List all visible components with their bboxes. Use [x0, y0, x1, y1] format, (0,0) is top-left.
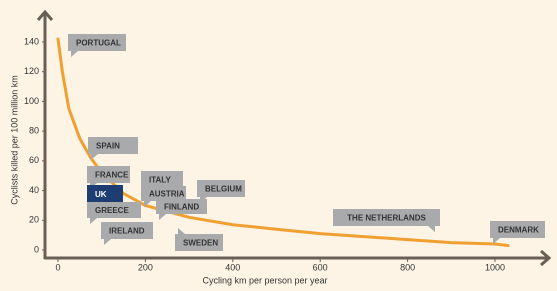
x-tick-label: 200 — [138, 262, 153, 272]
callout-box — [87, 166, 130, 183]
x-tick-label: 400 — [225, 262, 240, 272]
country-label: FRANCE — [95, 171, 129, 180]
country-label: ITALY — [149, 176, 171, 185]
callout-tail — [90, 218, 97, 224]
y-tick-label: 60 — [29, 155, 39, 165]
y-tick-label: 40 — [29, 185, 39, 195]
callout-box — [68, 34, 126, 51]
y-tick-label: 140 — [24, 36, 39, 46]
callout-tail — [71, 51, 78, 57]
country-label: BELGIUM — [205, 185, 242, 194]
country-label: IRELAND — [109, 227, 145, 236]
callout-box — [197, 180, 245, 197]
country-label: THE NETHERLANDS — [347, 214, 426, 223]
callout-tail — [144, 201, 151, 207]
callout-tail — [200, 197, 207, 203]
country-label: SWEDEN — [183, 239, 218, 248]
country-label: AUSTRIA — [149, 190, 185, 199]
country-label: PORTUGAL — [76, 39, 121, 48]
callout-tail — [428, 226, 435, 232]
callout-tail — [104, 239, 111, 245]
callout-box — [175, 234, 223, 251]
country-label: UK — [95, 190, 107, 199]
x-axis-title: Cycling km per person per year — [202, 275, 327, 285]
callout-box — [490, 221, 545, 238]
curve — [56, 37, 510, 248]
x-tick-label: 800 — [400, 262, 415, 272]
x-tick-label: 600 — [313, 262, 328, 272]
callout-box — [333, 209, 440, 226]
callout-box — [141, 171, 183, 188]
callout-tail — [159, 214, 166, 220]
y-tick-label: 120 — [24, 66, 39, 76]
y-tick-label: 100 — [24, 96, 39, 106]
y-axis-title: Cyclists killed per 100 million km — [9, 75, 19, 205]
country-label: SPAIN — [96, 142, 120, 151]
country-label: DENMARK — [498, 226, 539, 235]
x-tick-label: 1000 — [485, 262, 505, 272]
y-tick-label: 80 — [29, 126, 39, 136]
y-tick-label: 0 — [34, 244, 39, 254]
callout-box — [88, 137, 138, 154]
callout-box — [87, 185, 123, 203]
country-label: GREECE — [95, 206, 129, 215]
x-axis-arrow — [540, 249, 552, 267]
x-tick-label: 0 — [55, 262, 60, 272]
callout-box — [141, 186, 186, 201]
callout-box — [156, 199, 207, 214]
callout-tail — [178, 228, 185, 234]
y-axis-arrow — [36, 9, 54, 21]
callout-box — [101, 222, 153, 239]
y-tick-label: 20 — [29, 215, 39, 225]
callout-box — [87, 202, 141, 218]
callout-tail — [91, 154, 98, 160]
country-label: FINLAND — [164, 203, 199, 212]
callout-tail — [493, 238, 500, 244]
